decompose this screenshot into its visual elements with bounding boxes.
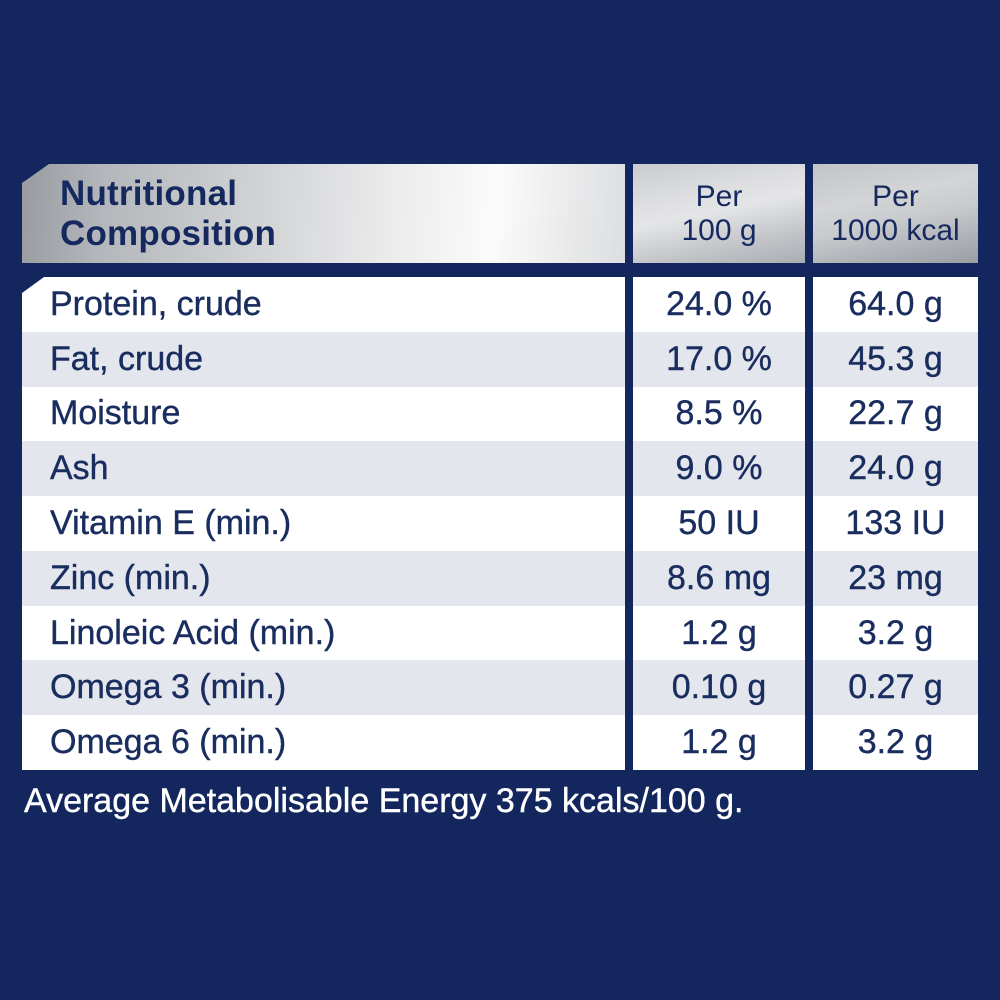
row-value-per-100g: 8.6 mg — [633, 550, 805, 606]
row-value-per-1000kcal: 3.2 g — [813, 605, 978, 661]
column-header-per-1000kcal: Per 1000 kcal — [813, 164, 978, 263]
row-value-per-100g: 8.5 % — [633, 386, 805, 442]
row-value-per-100g: 24.0 % — [633, 277, 805, 332]
column-header-per-1000kcal-line1: Per — [872, 179, 919, 213]
row-label: Fat, crude — [22, 331, 625, 387]
row-label: Zinc (min.) — [22, 550, 625, 606]
row-value-per-100g: 1.2 g — [633, 715, 805, 770]
table-header: Nutritional Composition Per 100 g Per 10… — [22, 164, 978, 263]
row-value-per-1000kcal: 3.2 g — [813, 715, 978, 770]
row-value-per-100g: 50 IU — [633, 496, 805, 551]
column-header-per-100g-line2: 100 g — [681, 213, 757, 247]
metabolisable-energy-note: Average Metabolisable Energy 375 kcals/1… — [24, 782, 744, 820]
row-value-per-100g: 9.0 % — [633, 441, 805, 497]
column-header-per-1000kcal-line2: 1000 kcal — [831, 213, 960, 247]
row-label: Vitamin E (min.) — [22, 496, 625, 551]
row-value-per-1000kcal: 24.0 g — [813, 441, 978, 497]
table-title-line1: Nutritional — [60, 173, 238, 213]
row-label: Omega 3 (min.) — [22, 660, 625, 716]
row-label: Ash — [22, 441, 625, 497]
column-header-per-100g-line1: Per — [695, 179, 743, 213]
row-label: Moisture — [22, 386, 625, 442]
row-value-per-1000kcal: 23 mg — [813, 550, 978, 606]
row-value-per-100g: 1.2 g — [633, 605, 805, 661]
row-value-per-1000kcal: 133 IU — [813, 496, 978, 551]
row-label: Linoleic Acid (min.) — [22, 605, 625, 661]
row-value-per-100g: 17.0 % — [633, 331, 805, 387]
row-value-per-1000kcal: 22.7 g — [813, 386, 978, 442]
row-value-per-1000kcal: 45.3 g — [813, 331, 978, 387]
row-value-per-1000kcal: 0.27 g — [813, 660, 978, 716]
table-title-block: Nutritional Composition — [22, 164, 625, 263]
row-value-per-1000kcal: 64.0 g — [813, 277, 978, 332]
table-title-line2: Composition — [60, 213, 277, 253]
table-body: Protein, crude 24.0 % 64.0 g Fat, crude 17.0… — [22, 277, 978, 770]
row-label: Protein, crude — [22, 277, 625, 332]
column-header-per-100g: Per 100 g — [633, 164, 805, 263]
row-label: Omega 6 (min.) — [22, 715, 625, 770]
row-value-per-100g: 0.10 g — [633, 660, 805, 716]
